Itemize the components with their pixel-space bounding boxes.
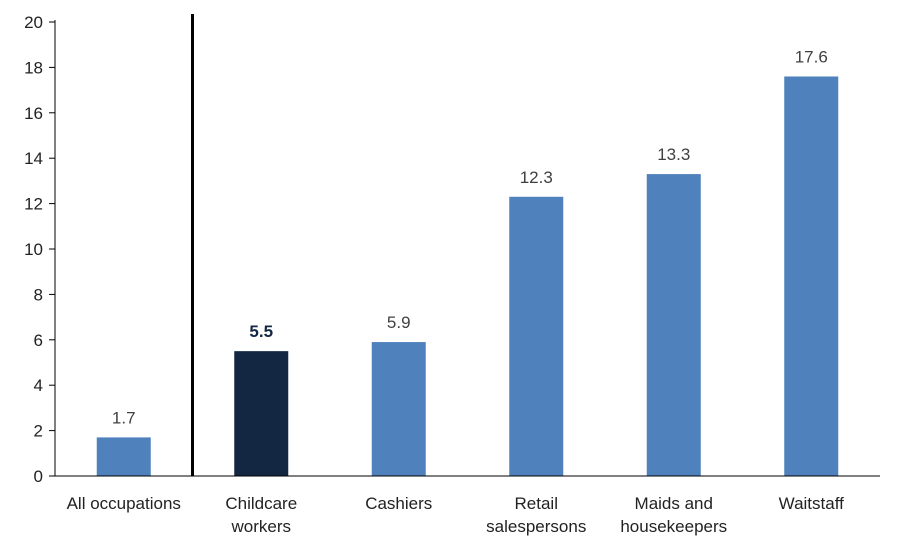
- y-tick-label: 8: [34, 285, 43, 304]
- x-category-label: All occupations: [67, 494, 181, 513]
- x-category-label: Waitstaff: [779, 494, 844, 513]
- x-category-label: workers: [230, 517, 291, 536]
- y-tick-label: 14: [24, 149, 43, 168]
- x-category-label: Maids and: [635, 494, 713, 513]
- y-tick-label: 16: [24, 104, 43, 123]
- data-label-3: 12.3: [520, 168, 553, 187]
- bars: [96, 76, 839, 477]
- bar-5: [784, 76, 839, 476]
- data-labels: 1.7 5.5 5.9 12.3 13.3 17.6: [112, 47, 828, 427]
- y-tick-label: 10: [24, 240, 43, 259]
- data-label-1: 5.5: [249, 322, 273, 341]
- x-category-label: salespersons: [486, 517, 586, 536]
- y-tick-label: 6: [34, 331, 43, 350]
- x-axis: All occupations Childcare workers Cashiers R…: [55, 14, 880, 536]
- data-label-4: 13.3: [657, 145, 690, 164]
- x-category-label: housekeepers: [620, 517, 727, 536]
- y-tick-label: 18: [24, 58, 43, 77]
- data-label-5: 17.6: [795, 47, 828, 66]
- bar-0: [96, 437, 151, 476]
- y-tick-label: 2: [34, 422, 43, 441]
- bar-3: [509, 196, 564, 477]
- y-tick-label: 4: [34, 376, 43, 395]
- x-category-label: Childcare: [225, 494, 297, 513]
- y-tick-label: 12: [24, 195, 43, 214]
- bar-1: [234, 351, 289, 476]
- data-label-0: 1.7: [112, 408, 136, 427]
- y-axis: 0 2 4 6 8 10 12 14 16 18 20: [24, 13, 56, 486]
- y-tick-label: 20: [24, 13, 43, 32]
- data-label-2: 5.9: [387, 313, 411, 332]
- bar-2: [371, 342, 426, 476]
- y-tick-label: 0: [34, 467, 43, 486]
- bar-4: [646, 174, 701, 476]
- x-category-label: Cashiers: [365, 494, 432, 513]
- x-category-label: Retail: [515, 494, 558, 513]
